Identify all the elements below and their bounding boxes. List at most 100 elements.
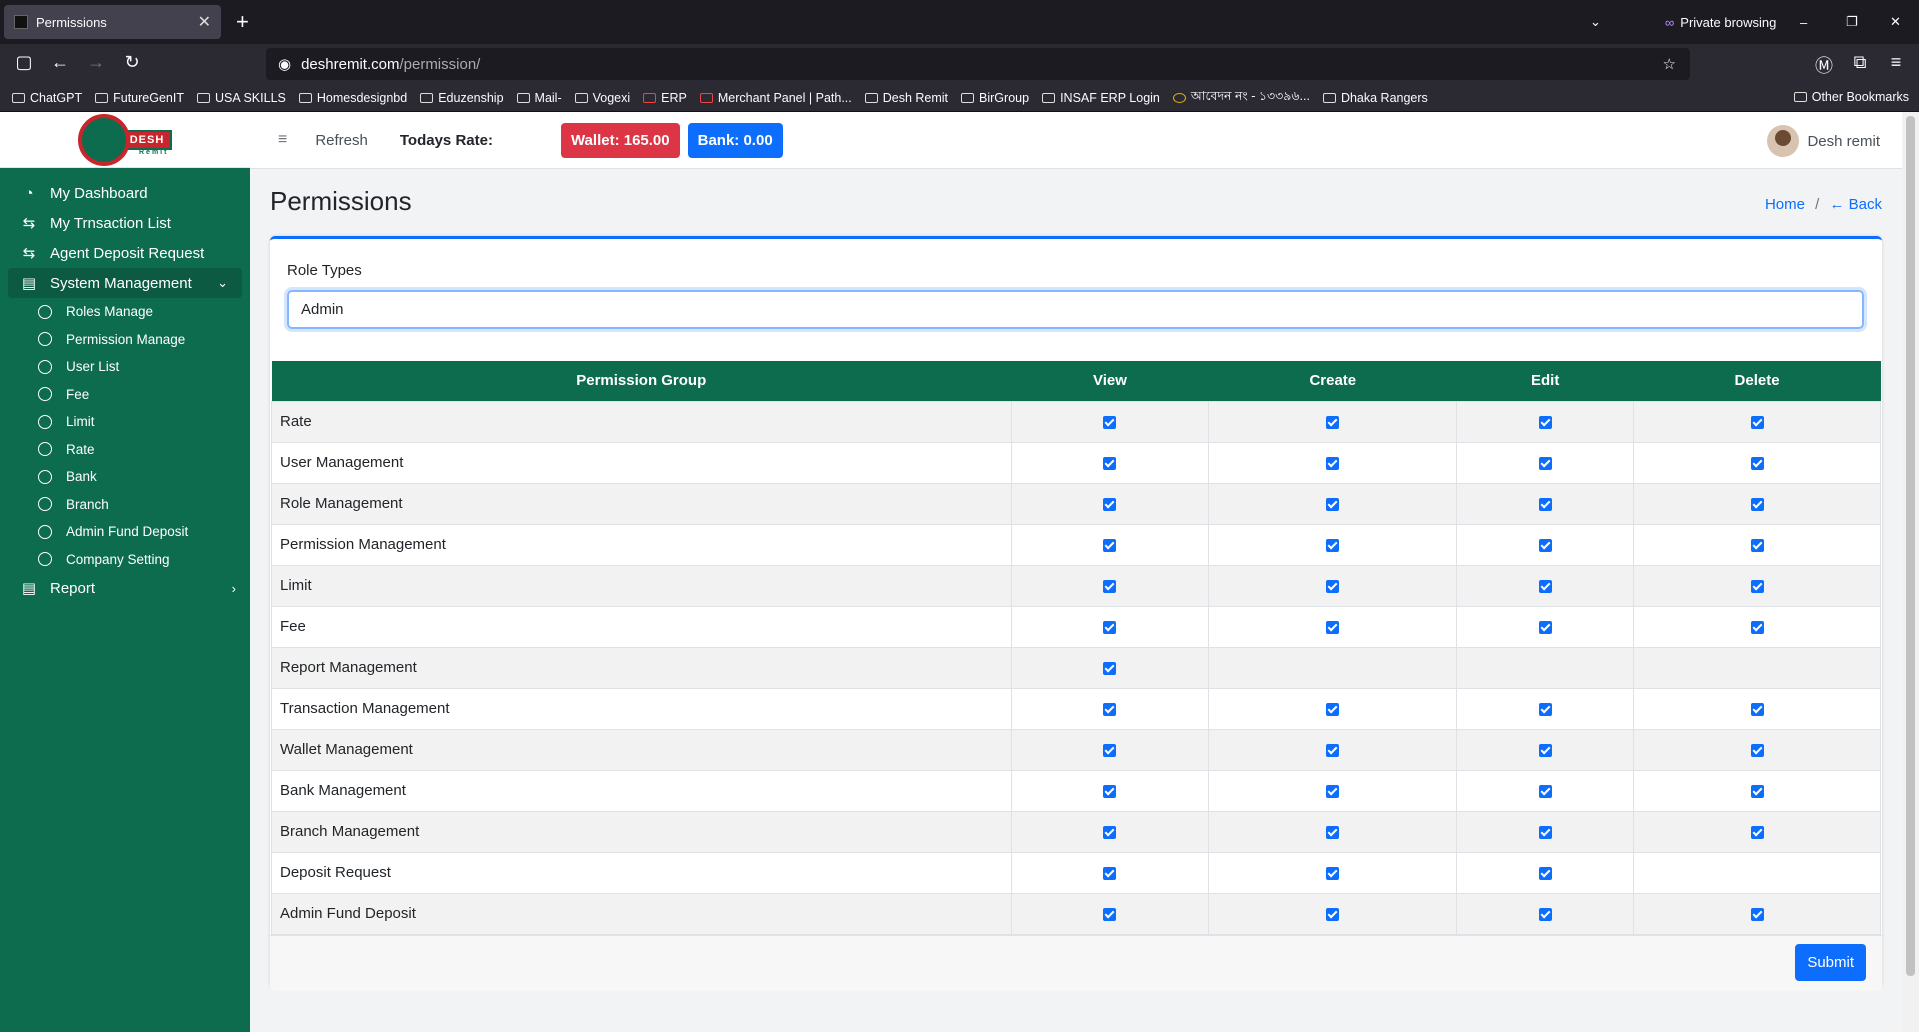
user-menu[interactable]: Desh remit	[1767, 125, 1880, 157]
browser-tab[interactable]: Permissions ✕	[4, 5, 221, 39]
site-info-icon[interactable]: ◉	[278, 56, 292, 73]
bookmark-item[interactable]: ERP	[643, 91, 687, 105]
refresh-link[interactable]: Refresh	[315, 131, 368, 149]
bookmark-item[interactable]: BirGroup	[961, 91, 1029, 105]
sidebar-item-agent-deposit[interactable]: ⇆ Agent Deposit Request	[0, 238, 250, 268]
delete-checkbox[interactable]	[1750, 456, 1764, 470]
role-types-select[interactable]: Admin	[287, 290, 1864, 329]
create-checkbox[interactable]	[1326, 415, 1340, 429]
bookmark-item[interactable]: আবেদন নং - ১৩৩৯৬...	[1172, 88, 1310, 108]
delete-checkbox[interactable]	[1750, 579, 1764, 593]
edit-checkbox[interactable]	[1538, 620, 1552, 634]
edit-checkbox[interactable]	[1538, 866, 1552, 880]
create-checkbox[interactable]	[1326, 456, 1340, 470]
edit-checkbox[interactable]	[1538, 702, 1552, 716]
bookmark-star-icon[interactable]: ☆	[1662, 56, 1676, 73]
view-checkbox[interactable]	[1103, 620, 1117, 634]
bookmark-item[interactable]: ChatGPT	[12, 91, 82, 105]
delete-checkbox[interactable]	[1750, 825, 1764, 839]
delete-checkbox[interactable]	[1750, 497, 1764, 511]
view-checkbox[interactable]	[1103, 538, 1117, 552]
delete-checkbox[interactable]	[1750, 784, 1764, 798]
create-checkbox[interactable]	[1326, 497, 1340, 511]
restore-icon[interactable]: ❐	[1846, 14, 1858, 29]
delete-checkbox[interactable]	[1750, 538, 1764, 552]
new-tab-icon[interactable]: +	[236, 9, 249, 34]
scrollbar-thumb[interactable]	[1906, 116, 1915, 976]
sidebar-subitem-bank[interactable]: Bank	[0, 463, 250, 491]
create-checkbox[interactable]	[1326, 866, 1340, 880]
view-checkbox[interactable]	[1103, 415, 1117, 429]
bookmark-item[interactable]: INSAF ERP Login	[1042, 91, 1160, 105]
edit-checkbox[interactable]	[1538, 538, 1552, 552]
edit-checkbox[interactable]	[1538, 743, 1552, 757]
sidebar-subitem-fee[interactable]: Fee	[0, 381, 250, 409]
sidebar-item-transaction-list[interactable]: ⇆ My Trnsaction List	[0, 208, 250, 238]
create-checkbox[interactable]	[1326, 784, 1340, 798]
forward-arrow-icon[interactable]: →	[87, 52, 105, 72]
sidebar-toggle-icon[interactable]: ▢	[15, 52, 33, 72]
edit-checkbox[interactable]	[1538, 415, 1552, 429]
sidebar-subitem-company-setting[interactable]: Company Setting	[0, 546, 250, 574]
page-scrollbar[interactable]	[1902, 112, 1919, 1032]
create-checkbox[interactable]	[1326, 620, 1340, 634]
delete-checkbox[interactable]	[1750, 620, 1764, 634]
minimize-icon[interactable]: –	[1800, 14, 1808, 30]
view-checkbox[interactable]	[1103, 825, 1117, 839]
delete-checkbox[interactable]	[1750, 743, 1764, 757]
edit-checkbox[interactable]	[1538, 784, 1552, 798]
sidebar-subitem-user-list[interactable]: User List	[0, 353, 250, 381]
back-arrow-icon[interactable]: ←	[51, 52, 69, 72]
view-checkbox[interactable]	[1103, 784, 1117, 798]
submit-button[interactable]: Submit	[1795, 944, 1866, 981]
view-checkbox[interactable]	[1103, 702, 1117, 716]
bookmark-item[interactable]: Desh Remit	[864, 91, 948, 105]
view-checkbox[interactable]	[1103, 907, 1117, 921]
create-checkbox[interactable]	[1326, 579, 1340, 593]
view-checkbox[interactable]	[1103, 579, 1117, 593]
edit-checkbox[interactable]	[1538, 907, 1552, 921]
bookmark-item[interactable]: Vogexi	[574, 91, 630, 105]
edit-checkbox[interactable]	[1538, 579, 1552, 593]
sidebar-subitem-limit[interactable]: Limit	[0, 408, 250, 436]
edit-checkbox[interactable]	[1538, 497, 1552, 511]
sidebar-subitem-permission[interactable]: Permission Manage	[0, 326, 250, 354]
sidebar-subitem-branch[interactable]: Branch	[0, 491, 250, 519]
create-checkbox[interactable]	[1326, 825, 1340, 839]
tab-close-icon[interactable]: ✕	[197, 14, 211, 31]
bookmark-item[interactable]: FutureGenIT	[95, 91, 184, 105]
edit-checkbox[interactable]	[1538, 456, 1552, 470]
delete-checkbox[interactable]	[1750, 907, 1764, 921]
create-checkbox[interactable]	[1326, 702, 1340, 716]
sidebar-item-dashboard[interactable]: ◔ My Dashboard	[0, 178, 250, 208]
sidebar-subitem-admin-fund[interactable]: Admin Fund Deposit	[0, 518, 250, 546]
sidebar-item-report[interactable]: ▤ Report ›	[21, 579, 236, 598]
bookmark-item[interactable]: Mail-	[516, 91, 562, 105]
view-checkbox[interactable]	[1103, 743, 1117, 757]
bookmark-item[interactable]: Homesdesignbd	[298, 91, 407, 105]
sidebar-subitem-roles[interactable]: Roles Manage	[0, 298, 250, 326]
back-link[interactable]: ← Back	[1829, 196, 1882, 213]
logo[interactable]: DESH Remit	[0, 112, 250, 168]
account-icon[interactable]: Ⓜ	[1815, 56, 1833, 76]
extensions-icon[interactable]: ⧉	[1853, 52, 1867, 72]
view-checkbox[interactable]	[1103, 497, 1117, 511]
view-checkbox[interactable]	[1103, 456, 1117, 470]
bookmark-item[interactable]: USA SKILLS	[196, 91, 286, 105]
bookmark-item[interactable]: Dhaka Rangers	[1322, 91, 1428, 105]
edit-checkbox[interactable]	[1538, 825, 1552, 839]
url-bar[interactable]: ◉ deshremit.com/permission/ ☆	[266, 48, 1690, 80]
reload-icon[interactable]: ↻	[124, 52, 140, 72]
create-checkbox[interactable]	[1326, 743, 1340, 757]
create-checkbox[interactable]	[1326, 538, 1340, 552]
create-checkbox[interactable]	[1326, 907, 1340, 921]
sidebar-subitem-rate[interactable]: Rate	[0, 436, 250, 464]
bookmark-item[interactable]: Merchant Panel | Path...	[699, 91, 852, 105]
delete-checkbox[interactable]	[1750, 702, 1764, 716]
bookmark-item[interactable]: Eduzenship	[420, 91, 504, 105]
menu-icon[interactable]: ≡	[1890, 52, 1902, 72]
sidebar-item-system-management[interactable]: ▤ System Management ⌄	[8, 268, 242, 298]
hamburger-icon[interactable]: ≡	[278, 131, 288, 148]
breadcrumb-home[interactable]: Home	[1764, 196, 1805, 213]
tab-list-icon[interactable]: ⌄	[1590, 14, 1601, 29]
